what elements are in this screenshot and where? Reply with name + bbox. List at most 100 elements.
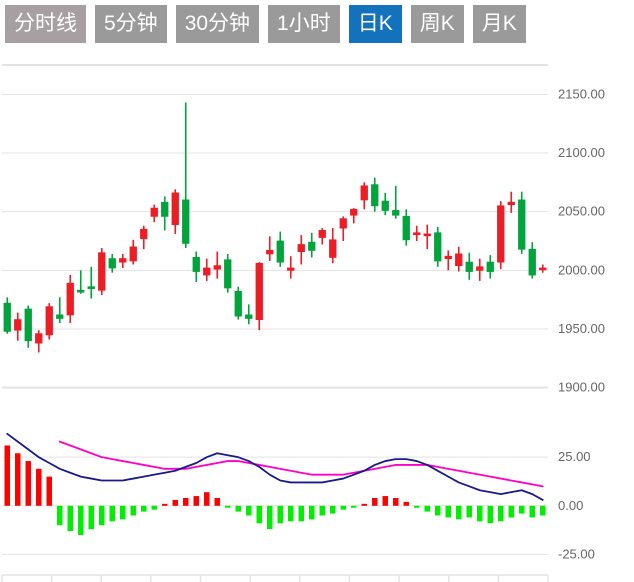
candle-18[interactable] bbox=[192, 251, 200, 283]
macd-histogram-bar-29[interactable] bbox=[309, 505, 315, 520]
macd-panel-histogram[interactable] bbox=[4, 445, 546, 535]
candle-41[interactable] bbox=[434, 226, 442, 267]
macd-histogram-bar-46[interactable] bbox=[487, 505, 493, 524]
candle-36[interactable] bbox=[381, 192, 389, 216]
candle-44[interactable] bbox=[465, 252, 473, 280]
macd-histogram-bar-27[interactable] bbox=[288, 505, 294, 522]
candle-17[interactable] bbox=[182, 102, 190, 249]
candle-43[interactable] bbox=[455, 246, 463, 272]
candle-49[interactable] bbox=[518, 191, 526, 254]
candle-47[interactable] bbox=[497, 201, 505, 270]
candle-25[interactable] bbox=[266, 236, 274, 261]
macd-histogram-bar-40[interactable] bbox=[424, 505, 430, 512]
candle-48[interactable] bbox=[507, 191, 515, 213]
candle-31[interactable] bbox=[329, 228, 337, 264]
candle-3[interactable] bbox=[35, 330, 43, 353]
macd-histogram-bar-5[interactable] bbox=[57, 505, 63, 526]
candle-10[interactable] bbox=[108, 253, 116, 273]
price-panel-candles[interactable] bbox=[3, 102, 547, 353]
macd-histogram-bar-38[interactable] bbox=[403, 501, 409, 506]
macd-histogram-bar-42[interactable] bbox=[445, 505, 451, 518]
macd-histogram-bar-1[interactable] bbox=[15, 453, 21, 506]
macd-histogram-bar-44[interactable] bbox=[466, 505, 472, 518]
candle-14[interactable] bbox=[150, 204, 158, 223]
macd-histogram-bar-13[interactable] bbox=[141, 505, 147, 512]
macd-histogram-bar-28[interactable] bbox=[298, 505, 304, 522]
candle-29[interactable] bbox=[308, 232, 316, 258]
tab-period-0[interactable]: 分时线 bbox=[5, 5, 86, 43]
candle-20[interactable] bbox=[213, 251, 221, 279]
macd-histogram-bar-20[interactable] bbox=[214, 498, 220, 506]
tab-period-4[interactable]: 日K bbox=[348, 5, 402, 43]
macd-histogram-bar-34[interactable] bbox=[361, 503, 367, 506]
macd-histogram-bar-12[interactable] bbox=[130, 505, 136, 516]
candle-46[interactable] bbox=[486, 255, 494, 279]
macd-histogram-bar-9[interactable] bbox=[99, 505, 105, 526]
candle-42[interactable] bbox=[444, 250, 452, 271]
macd-histogram-bar-37[interactable] bbox=[393, 498, 399, 506]
tab-period-5[interactable]: 周K bbox=[410, 5, 464, 43]
candle-15[interactable] bbox=[161, 196, 169, 231]
macd-histogram-bar-2[interactable] bbox=[25, 461, 31, 506]
macd-histogram-bar-8[interactable] bbox=[88, 505, 94, 530]
candle-9[interactable] bbox=[98, 248, 106, 295]
macd-histogram-bar-50[interactable] bbox=[529, 505, 535, 518]
candle-22[interactable] bbox=[234, 286, 242, 320]
tab-period-1[interactable]: 5分钟 bbox=[95, 5, 167, 43]
candle-30[interactable] bbox=[318, 228, 326, 245]
kline-chart-svg[interactable]: 2150.00 2100.00 2050.00 2000.00 1950.00 1900.… bbox=[0, 48, 634, 582]
macd-histogram-bar-48[interactable] bbox=[508, 505, 514, 518]
tab-period-6[interactable]: 月K bbox=[472, 5, 526, 43]
macd-histogram-bar-10[interactable] bbox=[109, 505, 115, 522]
macd-histogram-bar-16[interactable] bbox=[172, 499, 178, 506]
candle-1[interactable] bbox=[14, 312, 22, 341]
macd-histogram-bar-36[interactable] bbox=[382, 496, 388, 506]
macd-histogram-bar-31[interactable] bbox=[330, 505, 336, 514]
macd-histogram-bar-39[interactable] bbox=[414, 505, 420, 508]
macd-histogram-bar-14[interactable] bbox=[151, 505, 157, 510]
candle-26[interactable] bbox=[276, 231, 284, 267]
macd-histogram-bar-35[interactable] bbox=[372, 498, 378, 506]
macd-histogram-bar-30[interactable] bbox=[319, 505, 325, 516]
macd-histogram-bar-25[interactable] bbox=[267, 505, 273, 530]
candle-32[interactable] bbox=[339, 216, 347, 241]
macd-histogram-bar-23[interactable] bbox=[246, 505, 252, 516]
candle-51[interactable] bbox=[539, 264, 547, 273]
macd-histogram-bar-45[interactable] bbox=[477, 505, 483, 522]
candle-4[interactable] bbox=[45, 303, 53, 340]
macd-histogram-bar-4[interactable] bbox=[46, 476, 52, 506]
candle-34[interactable] bbox=[360, 182, 368, 210]
candle-37[interactable] bbox=[392, 185, 400, 219]
macd-histogram-bar-49[interactable] bbox=[519, 505, 525, 514]
candle-23[interactable] bbox=[245, 304, 253, 325]
macd-histogram-bar-47[interactable] bbox=[498, 505, 504, 522]
candle-8[interactable] bbox=[87, 266, 95, 299]
macd-histogram-bar-41[interactable] bbox=[435, 505, 441, 516]
macd-histogram-bar-17[interactable] bbox=[183, 498, 189, 506]
candle-38[interactable] bbox=[402, 209, 410, 246]
candle-19[interactable] bbox=[203, 258, 211, 281]
candle-16[interactable] bbox=[171, 189, 179, 234]
tab-period-2[interactable]: 30分钟 bbox=[175, 5, 260, 43]
candle-40[interactable] bbox=[423, 224, 431, 250]
candle-33[interactable] bbox=[350, 208, 358, 224]
macd-histogram-bar-22[interactable] bbox=[235, 505, 241, 512]
macd-histogram-bar-21[interactable] bbox=[225, 505, 231, 508]
candle-0[interactable] bbox=[3, 297, 11, 334]
macd-histogram-bar-51[interactable] bbox=[540, 505, 546, 516]
macd-histogram-bar-32[interactable] bbox=[340, 505, 346, 510]
candle-35[interactable] bbox=[371, 177, 379, 212]
candle-45[interactable] bbox=[476, 258, 484, 281]
macd-histogram-bar-0[interactable] bbox=[4, 445, 10, 506]
candle-6[interactable] bbox=[66, 275, 74, 324]
candle-24[interactable] bbox=[255, 262, 263, 331]
candle-28[interactable] bbox=[297, 235, 305, 265]
candle-7[interactable] bbox=[77, 270, 85, 294]
macd-histogram-bar-11[interactable] bbox=[120, 505, 126, 520]
macd-histogram-bar-3[interactable] bbox=[36, 468, 42, 506]
macd-histogram-bar-24[interactable] bbox=[256, 505, 262, 524]
period-tab-bar[interactable]: 分时线 5分钟 30分钟 1小时 日K 周K 月K bbox=[0, 0, 634, 48]
candle-50[interactable] bbox=[528, 242, 536, 279]
candle-2[interactable] bbox=[24, 305, 32, 348]
candle-12[interactable] bbox=[129, 239, 137, 265]
